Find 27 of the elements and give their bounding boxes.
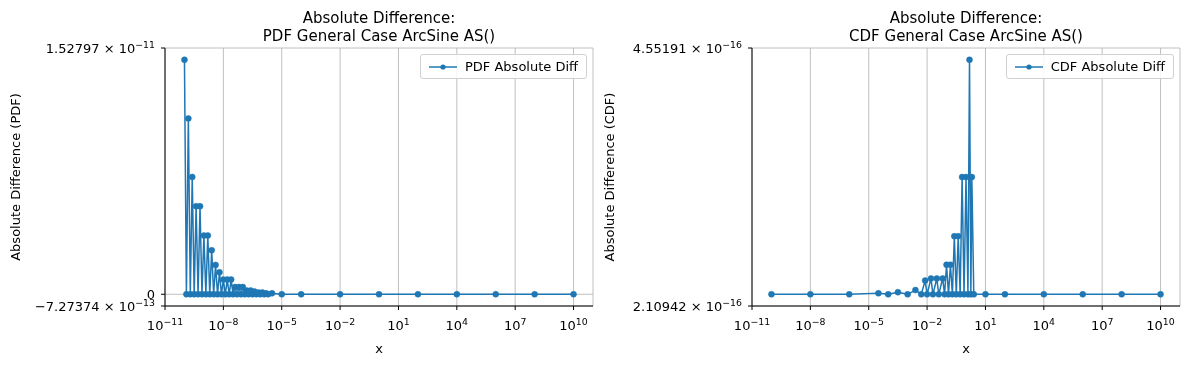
y-axis-title: Absolute Difference (CDF) [602,92,617,262]
x-tick-label: 10$^{−8}$ [795,315,826,333]
x-tick-label: 10$^{−11}$ [146,315,184,333]
x-tick-label: 10$^{10}$ [559,315,588,333]
x-tick-label: 10$^{−8}$ [208,315,239,333]
x-tick-label: 10$^{4}$ [445,315,469,333]
x-tick-label: 10$^{7}$ [503,315,527,333]
x-tick-label: 10$^{10}$ [1146,315,1175,333]
x-tick-label: 10$^{1}$ [387,315,410,333]
x-tick-label: 10$^{1}$ [974,315,997,333]
x-axis-title: x [375,341,384,356]
x-tick-label: 10$^{−2}$ [324,315,356,333]
y-axis-title: Absolute Difference (PDF) [8,93,23,261]
x-tick-label: 10$^{4}$ [1032,315,1056,333]
chart-title: Absolute Difference: PDF General Case ArcSine AS() [261,9,497,45]
y-tick-label: 4.55191 × 10$^{−16}$ [632,38,743,56]
x-tick-label: 10$^{−11}$ [733,315,771,333]
x-axis-title: x [962,341,971,356]
chart-title: Absolute Difference: CDF General Case ArcSine AS() [848,9,1084,45]
legend-label: CDF Absolute Diff [1050,59,1165,74]
x-tick-label: 10$^{−5}$ [266,315,297,333]
legend-label: PDF Absolute Diff [465,59,578,74]
x-tick-label: 10$^{−5}$ [853,315,884,333]
y-tick-label: 2.10942 × 10$^{−16}$ [632,296,743,314]
x-tick-label: 10$^{−2}$ [911,315,943,333]
x-tick-label: 10$^{7}$ [1090,315,1114,333]
y-tick-label: 1.52797 × 10$^{−11}$ [45,38,156,56]
